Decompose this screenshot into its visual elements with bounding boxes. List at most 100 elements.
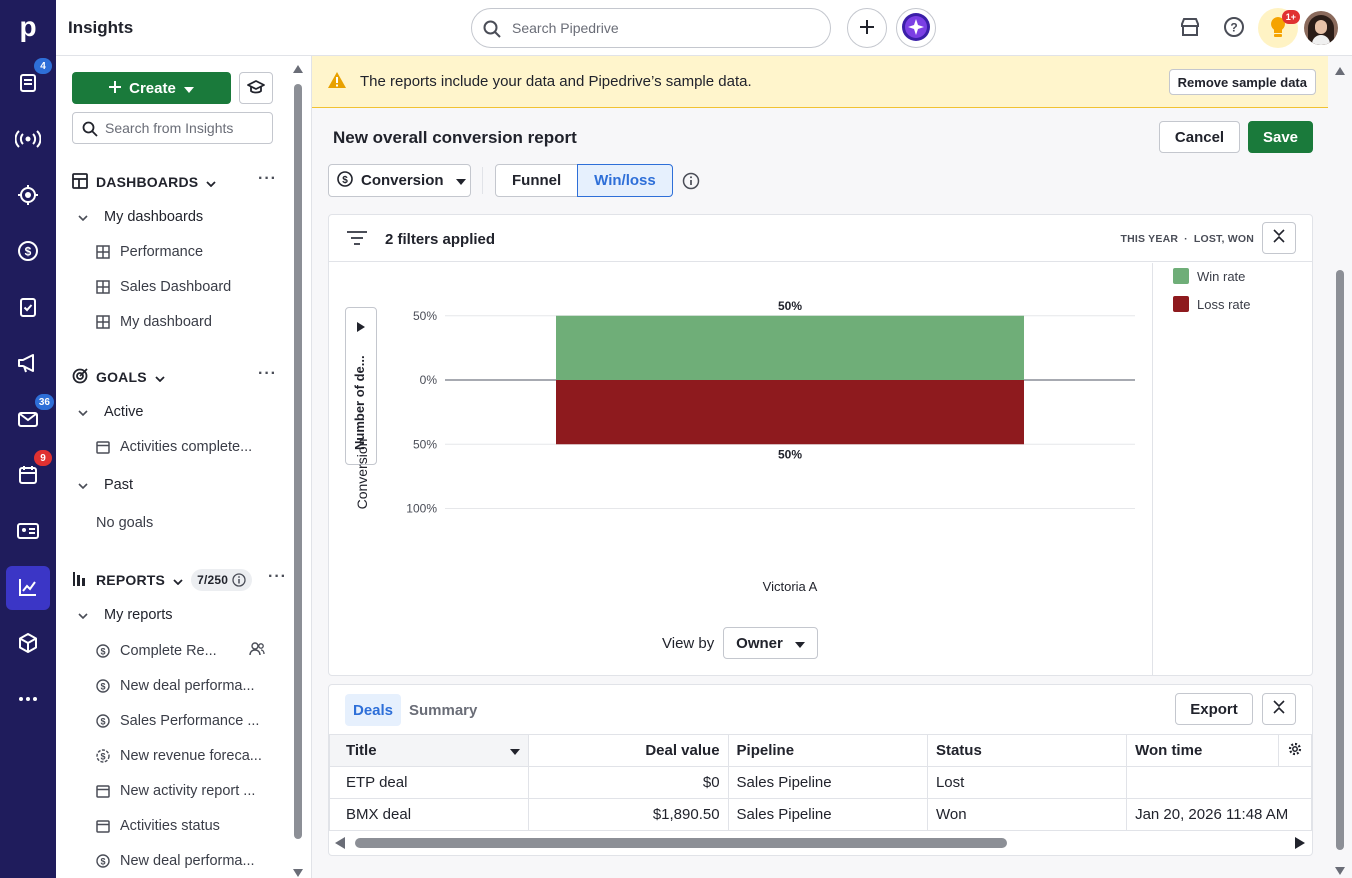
report-item[interactable]: $ New revenue foreca... — [96, 744, 262, 768]
table-horizontal-scrollbar[interactable] — [329, 833, 1312, 853]
dashboard-item[interactable]: My dashboard — [96, 310, 212, 334]
report-title[interactable]: New overall conversion report — [333, 128, 577, 147]
scroll-down-icon[interactable] — [293, 864, 303, 878]
scroll-down-icon[interactable] — [1335, 862, 1345, 878]
rail-deals-radar[interactable] — [0, 120, 56, 160]
top-bar: Insights Search Pipedrive ? 1+ — [56, 0, 1352, 56]
dollar-circle-icon: $ — [17, 240, 39, 265]
ai-assistant-button[interactable] — [896, 8, 936, 48]
marketplace-button[interactable] — [1176, 14, 1204, 42]
column-header[interactable]: Status — [926, 734, 1128, 767]
filter-icon[interactable] — [347, 230, 367, 249]
remove-sample-data-button[interactable]: Remove sample data — [1168, 69, 1316, 95]
table-row[interactable]: BMX deal $1,890.50 Sales Pipeline Won Ja… — [329, 798, 1312, 831]
rail-money[interactable]: $ — [0, 232, 56, 272]
column-header[interactable]: Deal value — [528, 734, 729, 767]
my-reports-group[interactable]: My reports — [78, 603, 173, 627]
contact-card-icon — [16, 520, 40, 545]
rail-insights[interactable] — [6, 566, 50, 610]
rail-calendar[interactable]: 9 — [0, 450, 56, 496]
rail-contacts[interactable] — [0, 512, 56, 552]
goals-past-group[interactable]: Past — [78, 473, 133, 497]
tab-summary[interactable]: Summary — [409, 701, 478, 719]
winloss-tab[interactable]: Win/loss — [577, 164, 673, 197]
academy-button[interactable] — [239, 72, 273, 104]
scroll-up-icon[interactable] — [293, 60, 303, 76]
my-dashboards-group[interactable]: My dashboards — [78, 205, 203, 229]
table-scroll-thumb[interactable] — [355, 838, 1007, 848]
dollar-icon: $ — [96, 854, 112, 868]
clipboard-check-icon — [17, 296, 39, 321]
goal-item-label: Activities complete... — [120, 439, 253, 455]
report-item[interactable]: $ New deal performa... — [96, 674, 255, 698]
shared-users-icon — [249, 642, 265, 660]
report-item[interactable]: New activity report ... — [96, 779, 255, 803]
save-button[interactable]: Save — [1248, 121, 1313, 153]
report-item[interactable]: Activities status — [96, 814, 220, 838]
info-icon[interactable] — [682, 172, 700, 193]
column-header[interactable]: Pipeline — [727, 734, 928, 767]
quick-add-button[interactable] — [847, 8, 887, 48]
reports-section-header[interactable]: REPORTS 7/250 ··· — [72, 568, 286, 592]
scroll-up-icon[interactable] — [1335, 62, 1345, 78]
goals-active-group[interactable]: Active — [78, 400, 144, 424]
report-item[interactable]: $ New deal performa... — [96, 849, 255, 873]
table-row[interactable]: ETP deal $0 Sales Pipeline Lost — [329, 766, 1312, 799]
rail-activities[interactable] — [0, 288, 56, 328]
rail-products[interactable] — [0, 624, 56, 664]
table-cell[interactable]: ETP deal — [329, 766, 530, 799]
legend-loss-rate[interactable]: Loss rate — [1173, 296, 1250, 312]
scroll-left-icon[interactable] — [335, 836, 345, 852]
dashboards-more-icon[interactable]: ··· — [258, 170, 277, 187]
bar-loss-rate — [556, 380, 1024, 445]
rail-campaigns[interactable] — [0, 344, 56, 384]
main-scroll-thumb[interactable] — [1336, 270, 1344, 850]
table-cell[interactable]: BMX deal — [329, 798, 530, 831]
goals-more-icon[interactable]: ··· — [258, 365, 277, 382]
tips-button[interactable]: 1+ — [1258, 8, 1300, 48]
app-rail: p 4 $ 36 9 — [0, 0, 56, 878]
pipedrive-logo[interactable]: p — [19, 11, 37, 42]
rail-more[interactable] — [0, 680, 56, 720]
avatar[interactable] — [1304, 11, 1338, 45]
funnel-tab[interactable]: Funnel — [495, 164, 579, 197]
report-type-dropdown[interactable]: $ Conversion — [328, 164, 471, 197]
insights-search-input[interactable]: Search from Insights — [72, 112, 273, 144]
column-header[interactable]: Won time — [1126, 734, 1279, 767]
export-button[interactable]: Export — [1175, 693, 1253, 725]
legend-win-rate[interactable]: Win rate — [1173, 268, 1245, 284]
dashboards-section-header[interactable]: DASHBOARDS ··· — [72, 170, 276, 194]
tips-badge: 1+ — [1281, 10, 1300, 24]
dashboard-icon — [96, 315, 112, 329]
view-by-dropdown[interactable]: Owner — [723, 627, 818, 659]
rail-deals[interactable] — [0, 176, 56, 216]
tab-deals[interactable]: Deals — [345, 694, 402, 726]
main-scrollbar[interactable] — [1328, 56, 1352, 878]
sidebar-scrollbar[interactable] — [290, 60, 306, 878]
rail-leads[interactable]: 4 — [0, 58, 56, 104]
column-header[interactable]: Title — [329, 734, 530, 767]
goal-item[interactable]: Activities complete... — [96, 435, 252, 459]
y-axis-selector[interactable]: Number of de... — [345, 307, 377, 465]
global-search-input[interactable]: Search Pipedrive — [471, 8, 831, 48]
rail-mail[interactable]: 36 — [0, 394, 56, 440]
dashboard-item-label: My dashboard — [120, 314, 212, 330]
collapse-table-button[interactable] — [1262, 693, 1296, 725]
dashboard-icon — [96, 280, 112, 294]
column-settings[interactable] — [1277, 734, 1312, 767]
cancel-button[interactable]: Cancel — [1159, 121, 1240, 153]
sidebar-scroll-thumb[interactable] — [294, 84, 302, 839]
create-button[interactable]: Create — [72, 72, 231, 104]
table-cell: $0 — [528, 766, 729, 799]
report-item[interactable]: $ Complete Re... — [96, 639, 265, 663]
dashboard-item[interactable]: Sales Dashboard — [96, 275, 231, 299]
scroll-right-icon[interactable] — [1295, 836, 1305, 852]
collapse-filters-button[interactable] — [1262, 222, 1296, 254]
goals-section-header[interactable]: GOALS ··· — [72, 365, 276, 389]
filters-applied[interactable]: 2 filters applied — [385, 231, 496, 248]
help-button[interactable]: ? — [1220, 14, 1248, 42]
conversion-chart: 100%50%0%50%100%Conversion50%50%Victoria… — [354, 299, 1135, 594]
report-item[interactable]: $ Sales Performance ... — [96, 709, 259, 733]
reports-more-icon[interactable]: ··· — [268, 568, 287, 585]
dashboard-item[interactable]: Performance — [96, 240, 203, 264]
